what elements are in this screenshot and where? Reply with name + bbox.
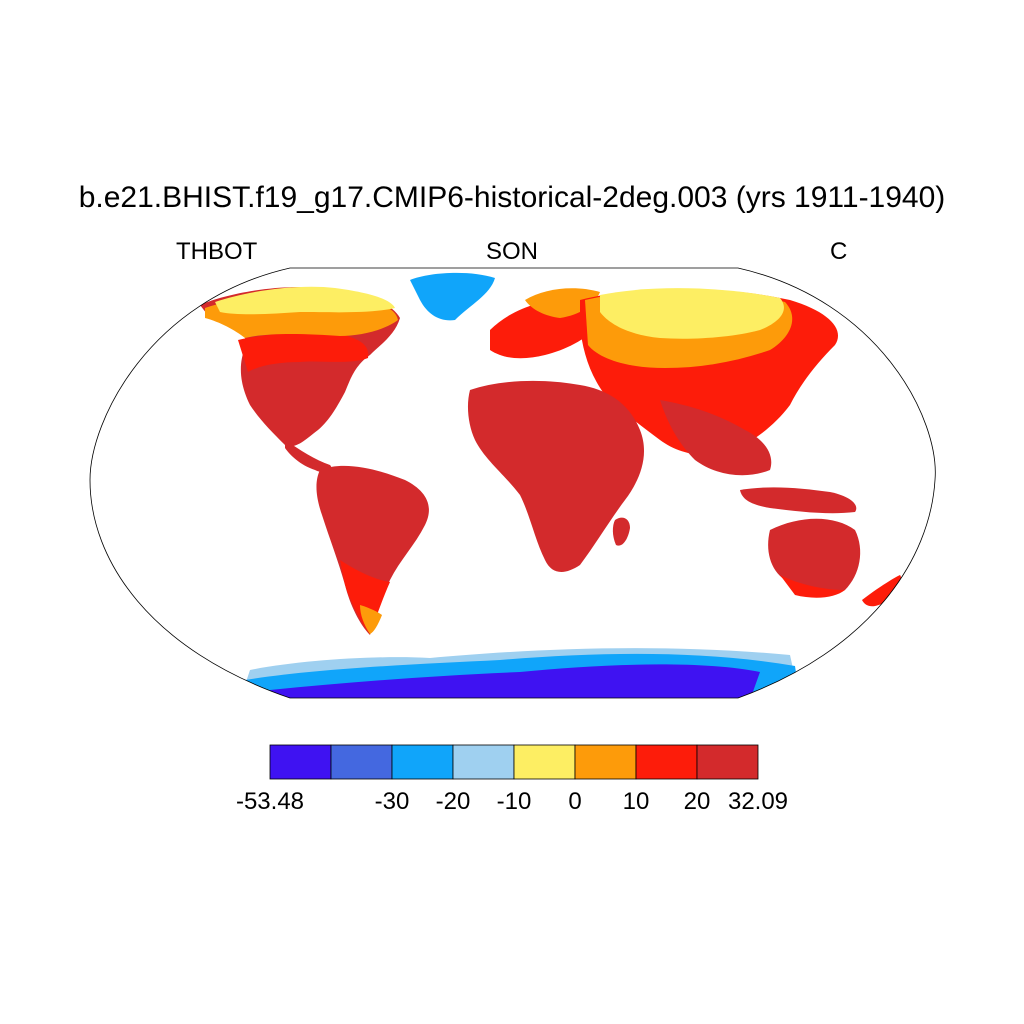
season-label: SON (485, 238, 538, 265)
colorbar-label: -10 (497, 788, 532, 815)
colorbar-label: 0 (568, 788, 581, 815)
greenland-land (410, 272, 495, 321)
colorbar-label: 32.09 (728, 788, 788, 815)
plot-title: b.e21.BHIST.f19_g17.CMIP6-historical-2de… (78, 181, 946, 214)
south-america-tip (360, 605, 382, 634)
colorbar-swatch (269, 744, 332, 780)
central-america-land (285, 440, 332, 473)
new-zealand-land (862, 575, 902, 607)
colorbar-swatch (696, 744, 759, 780)
variable-label: THBOT (176, 238, 258, 265)
south-america-south (340, 560, 390, 634)
indonesia-land (740, 487, 857, 514)
colorbar-swatch (330, 744, 393, 780)
colorbar-label: -30 (375, 788, 410, 815)
colorbar-swatch (635, 744, 698, 780)
madagascar-land (612, 517, 630, 546)
colorbar-label: 10 (623, 788, 650, 815)
australia-south (780, 575, 845, 598)
colorbar-label: 20 (684, 788, 711, 815)
colorbar-swatch (513, 744, 576, 780)
colorbar-swatch (391, 744, 454, 780)
north-america-cool (215, 286, 395, 315)
colorbar-swatch (574, 744, 637, 780)
north-america-warm (238, 332, 369, 372)
colorbar-label: -20 (436, 788, 471, 815)
australia-land (768, 518, 861, 594)
units-label: C (830, 238, 848, 265)
colorbar-label: -53.48 (236, 788, 304, 815)
antarctica-band-deep (270, 664, 760, 698)
south-america-land (316, 465, 429, 635)
asia-south (660, 400, 772, 476)
globe-outline (89, 267, 936, 699)
asia-cool (600, 288, 784, 339)
africa-land (467, 380, 645, 572)
colorbar-swatch (452, 744, 515, 780)
